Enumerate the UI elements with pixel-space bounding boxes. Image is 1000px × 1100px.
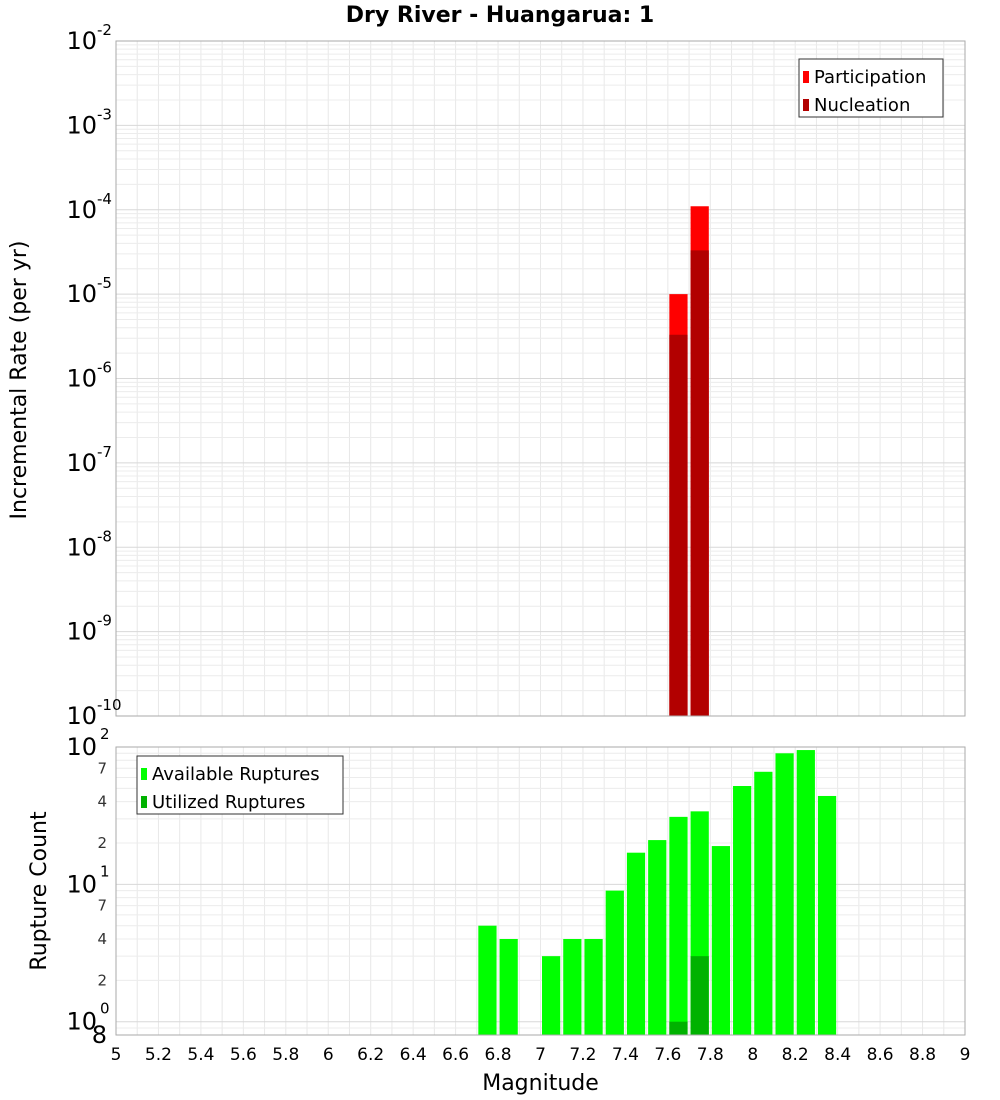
x-tick-label: 8.6 (867, 1045, 894, 1065)
top-y-tick-exponent: -5 (97, 274, 112, 292)
bottom-y-tick-exponent: 0 (100, 1000, 110, 1018)
available-ruptures-bar (796, 750, 815, 1035)
available-ruptures-bar (669, 816, 688, 1035)
x-tick-label: 8 (747, 1045, 758, 1065)
bottom-legend-swatch (141, 768, 147, 780)
x-tick-label: 8.8 (909, 1045, 936, 1065)
x-tick-label: 6.4 (400, 1045, 427, 1065)
bottom-y-minor-tick: 2 (97, 834, 107, 852)
bottom-y-minor-tick: 4 (97, 930, 107, 948)
top-y-tick-exponent: -10 (97, 696, 122, 714)
top-y-tick-base: 10 (66, 365, 97, 393)
available-ruptures-bar (584, 939, 603, 1035)
top-y-tick-base: 10 (66, 196, 97, 224)
bottom-legend-label: Available Ruptures (152, 764, 320, 785)
bottom-y-axis-label: Rupture Count (27, 811, 52, 971)
bottom-y-minor-tick: 2 (97, 971, 107, 989)
utilized-ruptures-bar (690, 956, 709, 1035)
available-ruptures-bar (605, 890, 624, 1035)
bottom-y-tick-min: 8 (92, 1021, 107, 1049)
top-y-tick-base: 10 (66, 618, 97, 646)
x-tick-label: 5.2 (145, 1045, 172, 1065)
available-ruptures-bar (626, 852, 646, 1035)
top-y-tick-exponent: -6 (97, 359, 112, 377)
x-tick-label: 5 (111, 1045, 122, 1065)
top-y-tick-exponent: -8 (97, 527, 112, 545)
top-y-tick-base: 10 (66, 533, 97, 561)
x-ticks: 5 5.2 5.4 5.6 5.8 6 6.2 6.4 6.6 6.8 7 7.2 7.4 7.6 7.8 8… (111, 1045, 971, 1065)
top-legend-label: Participation (814, 67, 926, 88)
available-ruptures-bar (775, 753, 794, 1035)
bottom-legend-swatch (141, 796, 147, 808)
x-tick-label: 6.8 (485, 1045, 512, 1065)
top-y-tick-exponent: -7 (97, 443, 112, 461)
x-tick-label: 7 (535, 1045, 546, 1065)
bottom-y-minor-tick: 7 (97, 897, 107, 915)
bottom-y-minor-tick: 4 (97, 793, 107, 811)
top-legend-label: Nucleation (814, 95, 910, 116)
top-bars (669, 206, 709, 717)
x-tick-label: 7.8 (697, 1045, 724, 1065)
bottom-y-tick-base: 10 (66, 733, 97, 761)
x-tick-label: 5.4 (187, 1045, 214, 1065)
x-tick-label: 6 (323, 1045, 334, 1065)
nucleation-bar (669, 334, 688, 716)
x-tick-label: 6.2 (357, 1045, 384, 1065)
x-tick-label: 9 (960, 1045, 971, 1065)
available-ruptures-bar (733, 786, 752, 1035)
top-y-tick-base: 10 (66, 27, 97, 55)
x-tick-label: 7.2 (569, 1045, 596, 1065)
top-y-tick-base: 10 (66, 280, 97, 308)
bottom-y-tick-exponent: 2 (100, 725, 110, 743)
top-y-tick-base: 10 (66, 702, 97, 730)
top-gridlines (116, 41, 965, 717)
available-ruptures-bar (817, 795, 837, 1035)
available-ruptures-bar (542, 956, 561, 1035)
top-legend-swatch (803, 99, 809, 111)
top-legend: Participation Nucleation (798, 58, 944, 118)
x-tick-label: 7.6 (654, 1045, 681, 1065)
chart-title: Dry River - Huangarua: 1 (346, 3, 654, 28)
top-y-tick-exponent: -4 (97, 190, 112, 208)
top-y-tick-exponent: -9 (97, 612, 112, 630)
x-tick-label: 5.8 (272, 1045, 299, 1065)
bottom-y-tick-exponent: 1 (100, 862, 110, 880)
top-legend-box (798, 58, 944, 118)
bottom-y-minor-tick: 7 (97, 759, 107, 777)
top-y-tick-exponent: -3 (97, 105, 112, 123)
available-ruptures-bar (563, 939, 582, 1035)
bottom-y-tick-base: 10 (66, 1008, 97, 1036)
available-ruptures-bar (648, 840, 667, 1035)
bottom-plot-border (115, 746, 966, 1036)
available-ruptures-bar (499, 939, 518, 1035)
utilized-ruptures-bar (669, 1021, 688, 1035)
x-tick-label: 6.6 (442, 1045, 469, 1065)
top-y-axis-label: Incremental Rate (per yr) (7, 241, 32, 520)
bottom-bars (478, 750, 837, 1035)
nucleation-bar (690, 250, 709, 717)
x-tick-label: 7.4 (612, 1045, 639, 1065)
top-y-tick-exponent: -2 (97, 21, 112, 39)
x-tick-label: 5.6 (230, 1045, 257, 1065)
available-ruptures-bar (711, 846, 731, 1035)
bottom-y-tick-base: 10 (66, 870, 97, 898)
bottom-legend: Available Ruptures Utilized Ruptures (136, 755, 344, 815)
x-axis-label: Magnitude (482, 1071, 599, 1096)
top-y-tick-base: 10 (66, 111, 97, 139)
x-tick-label: 8.2 (782, 1045, 809, 1065)
top-y-tick-base: 10 (66, 449, 97, 477)
available-ruptures-bar (478, 925, 497, 1035)
bottom-legend-box (136, 755, 344, 815)
x-tick-label: 8.4 (824, 1045, 851, 1065)
available-ruptures-bar (754, 771, 773, 1035)
top-plot-border (115, 40, 966, 717)
top-legend-swatch (803, 71, 809, 83)
bottom-legend-label: Utilized Ruptures (152, 792, 305, 813)
